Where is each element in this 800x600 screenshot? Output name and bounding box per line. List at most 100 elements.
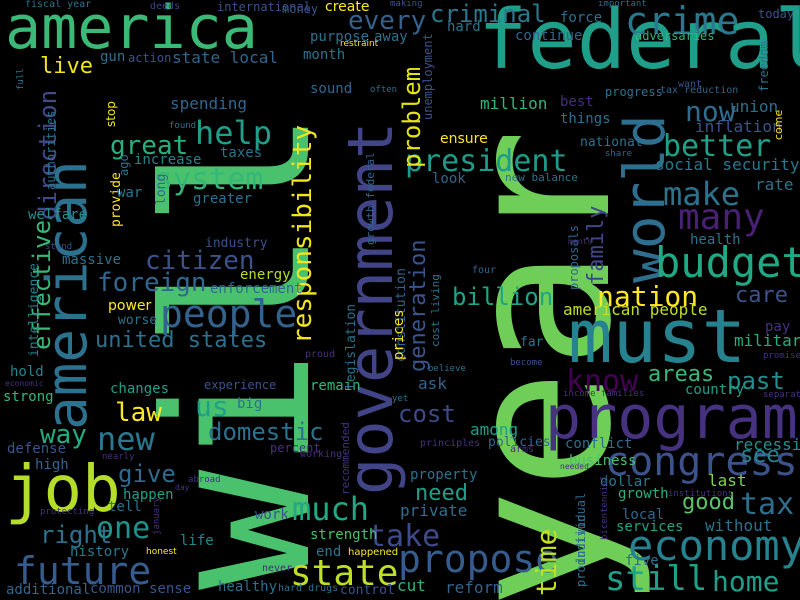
word-propose: propose [398, 537, 559, 581]
word-much: much [292, 490, 370, 528]
word-foreign: foreign [97, 268, 207, 298]
word-among: among [470, 420, 519, 439]
word-ask: ask [418, 374, 447, 393]
word-deeds: deeds [150, 1, 181, 12]
word-military: military [734, 331, 800, 350]
word-care: care [735, 283, 788, 308]
word-good: good [682, 490, 735, 515]
word-far: far [520, 335, 544, 350]
word-us: us [195, 390, 229, 423]
word-legislation: legislation [344, 303, 359, 390]
word-worse: worse [118, 313, 158, 328]
word-continue: continue [515, 28, 583, 44]
word-arms: arms [510, 444, 535, 455]
word-healthy: healthy [218, 579, 278, 595]
word-country: country [685, 382, 745, 398]
word-past: past [727, 367, 785, 395]
word-president: president [405, 144, 568, 179]
word-want: want [678, 79, 703, 90]
word-areas: areas [648, 362, 715, 387]
word-common-sense: common sense [90, 581, 192, 597]
word-ago: ago [117, 154, 131, 176]
word-pay: pay [765, 319, 791, 335]
word-congress: congress [605, 439, 798, 485]
word-industry: industry [205, 236, 268, 251]
word-believe: believe [428, 364, 466, 374]
word-economic: economic [5, 379, 44, 388]
word-future: future [14, 549, 152, 593]
word-day: day [175, 483, 190, 492]
word-massive: massive [62, 252, 122, 268]
word-program: program [545, 383, 798, 453]
word-take: take [368, 519, 441, 554]
word-month: month [303, 47, 346, 63]
word-dollar: dollar [600, 474, 651, 490]
word-property: property [410, 467, 478, 483]
word-production: production [574, 514, 588, 587]
word-need: need [415, 481, 468, 506]
word-tax: tax [740, 487, 795, 522]
word-honest: honest [146, 547, 177, 557]
word-changes: changes [110, 381, 170, 397]
word-abroad: abroad [188, 475, 221, 485]
word-never: never [262, 563, 293, 574]
word-experience: experience [204, 378, 277, 392]
word-hold: hold [10, 364, 44, 380]
word-crime: crime [625, 0, 740, 43]
word-working: working [300, 449, 343, 460]
word-nation: nation [597, 280, 699, 313]
word-one: one [96, 511, 151, 546]
word-restraint: restraint [340, 39, 379, 49]
word-war: war [117, 185, 143, 201]
word-private: private [400, 501, 468, 520]
word-money: money [282, 2, 319, 16]
word-long: long [154, 173, 169, 205]
word-every: every [348, 6, 427, 36]
word-look: look [432, 171, 466, 187]
word-stand: stand [45, 242, 73, 252]
word-tell: tell [108, 499, 142, 515]
word-happened: happened [348, 547, 399, 558]
word-gun: gun [100, 49, 126, 65]
word-create: create [325, 0, 370, 15]
word-adversaries: adversaries [635, 29, 715, 43]
word-big: big [237, 396, 263, 412]
word-responsibility: responsibility [288, 124, 318, 344]
word-full: full [16, 68, 26, 90]
word-many: many [678, 197, 765, 238]
word-international: international [217, 0, 311, 14]
word-defense: defense [7, 441, 67, 457]
word-tax-reduction: tax reduction [660, 85, 739, 96]
word-end: end [316, 544, 342, 560]
word-stop: stop [104, 101, 118, 127]
word-without: without [705, 516, 773, 535]
word-federal: federal [478, 0, 800, 88]
word-spending: spending [170, 94, 248, 113]
word-greater: greater [193, 191, 253, 207]
word-cut: cut [397, 576, 426, 595]
word-yet: yet [392, 394, 409, 404]
word-ments: ments [568, 237, 593, 246]
word-business: business [569, 453, 637, 469]
word-control: control [340, 583, 395, 598]
word-know: know [566, 364, 639, 399]
word-new-balance: new balance [505, 171, 578, 184]
word-job: job [5, 453, 121, 527]
word-local: local [622, 507, 665, 523]
word-taxes: taxes [220, 145, 263, 161]
word-found: found [169, 121, 197, 131]
word-see: see [740, 443, 780, 468]
word-united-states: united states [95, 328, 268, 353]
word-cost: cost [398, 400, 456, 428]
word-must: must [568, 294, 747, 380]
word-ensure: ensure [440, 131, 488, 147]
word-freedom: freedom [757, 41, 771, 92]
word-make: make [663, 175, 741, 213]
word-energy: energy [240, 267, 291, 283]
word-policies: policies [488, 435, 551, 450]
word-remain: remain [310, 378, 361, 394]
word-inflation: inflation [695, 117, 782, 136]
word-national: national [580, 135, 643, 150]
word-making: making [390, 0, 423, 9]
